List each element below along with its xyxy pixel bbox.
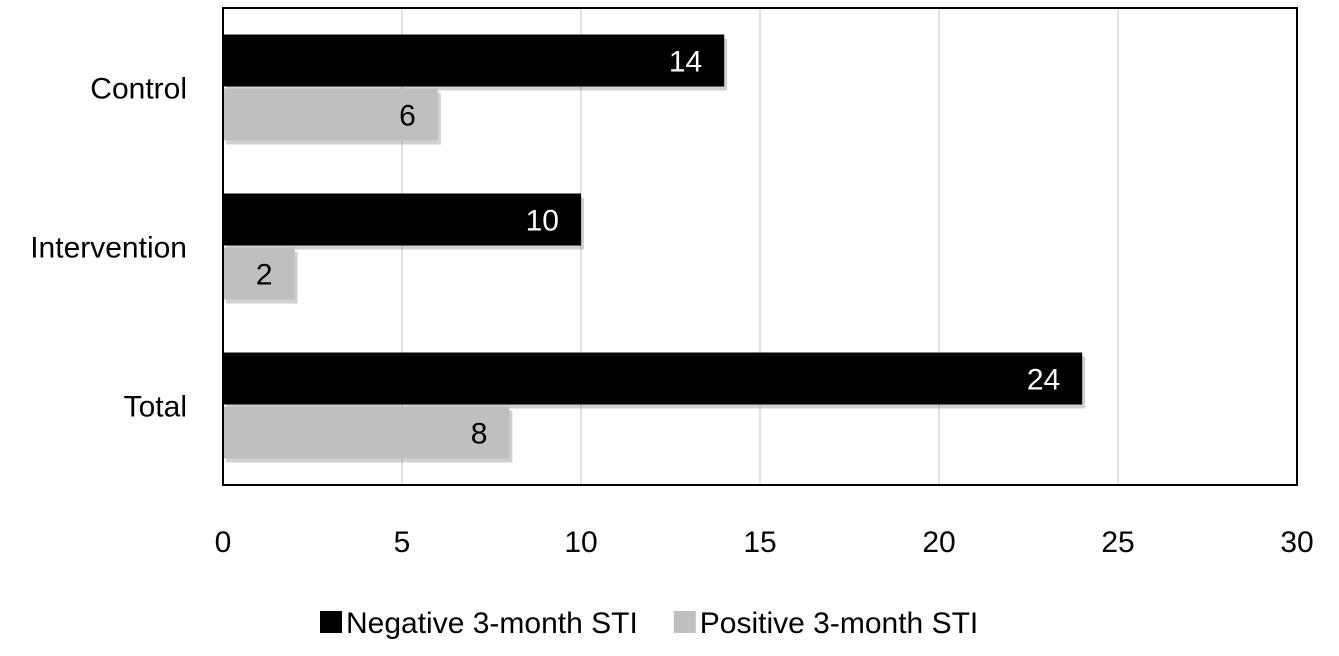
data-label: 8 [471,418,488,451]
bar-positive [223,88,438,141]
data-label: 6 [399,100,416,133]
x-tick-label: 25 [1101,526,1134,559]
bar-negative [223,352,1083,405]
gridlines [401,8,1119,485]
bar-negative [223,34,725,87]
bars: 14 6 10 2 24 8 [223,34,1086,463]
category-label: Intervention [30,232,187,265]
x-tick-labels: 0 5 10 15 20 25 30 [215,526,1314,559]
category-label: Total [124,391,187,424]
data-label: 2 [256,259,273,292]
bar-positive [223,247,295,300]
x-tick-label: 10 [564,526,597,559]
bar-negative [223,193,581,246]
x-tick-label: 0 [215,526,232,559]
x-tick-label: 5 [394,526,411,559]
legend-swatch [320,611,342,633]
category-labels: Control Intervention Total [30,73,187,424]
x-tick-label: 15 [743,526,776,559]
plot-area-frame [222,7,1298,486]
data-label: 10 [526,205,559,238]
data-label: 24 [1027,364,1060,397]
data-label: 14 [669,46,702,79]
x-tick-label: 20 [922,526,955,559]
legend: Negative 3-month STI Positive 3-month STI [320,607,978,640]
x-tick-label: 30 [1280,526,1313,559]
legend-label: Positive 3-month STI [700,607,978,640]
bar-positive [223,406,510,459]
legend-label: Negative 3-month STI [346,607,638,640]
legend-swatch [673,611,696,633]
category-label: Control [90,73,187,106]
